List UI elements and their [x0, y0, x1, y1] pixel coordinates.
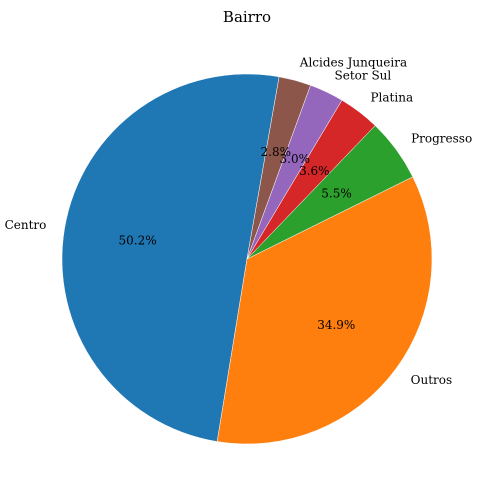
slice-percentage-label: 5.5%: [321, 186, 352, 200]
slice-percentage-label: 2.8%: [261, 145, 292, 159]
slice-percentage-label: 34.9%: [317, 318, 355, 332]
slice-percentage-label: 3.6%: [299, 164, 330, 178]
slice-category-label: Alcides Junqueira: [299, 55, 407, 69]
slice-category-label: Outros: [411, 373, 453, 387]
slice-category-label: Setor Sul: [335, 68, 392, 82]
slice-category-label: Platina: [370, 90, 413, 104]
slice-percentage-label: 50.2%: [119, 233, 157, 247]
slice-category-label: Centro: [5, 218, 47, 232]
slice-category-label: Progresso: [411, 132, 472, 146]
chart-title: Bairro: [223, 8, 271, 26]
